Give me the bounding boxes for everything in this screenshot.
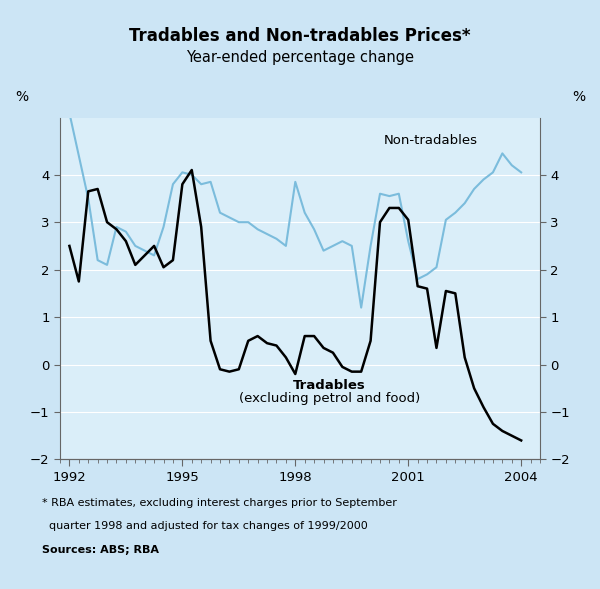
Text: Sources: ABS; RBA: Sources: ABS; RBA	[42, 545, 159, 555]
Text: Tradables and Non-tradables Prices*: Tradables and Non-tradables Prices*	[129, 27, 471, 45]
Text: Year-ended percentage change: Year-ended percentage change	[186, 50, 414, 65]
Text: Tradables: Tradables	[293, 379, 365, 392]
Text: Non-tradables: Non-tradables	[384, 134, 478, 147]
Text: quarter 1998 and adjusted for tax changes of 1999/2000: quarter 1998 and adjusted for tax change…	[42, 521, 368, 531]
Text: (excluding petrol and food): (excluding petrol and food)	[239, 392, 420, 405]
Text: * RBA estimates, excluding interest charges prior to September: * RBA estimates, excluding interest char…	[42, 498, 397, 508]
Text: %: %	[572, 90, 585, 104]
Text: %: %	[15, 90, 28, 104]
